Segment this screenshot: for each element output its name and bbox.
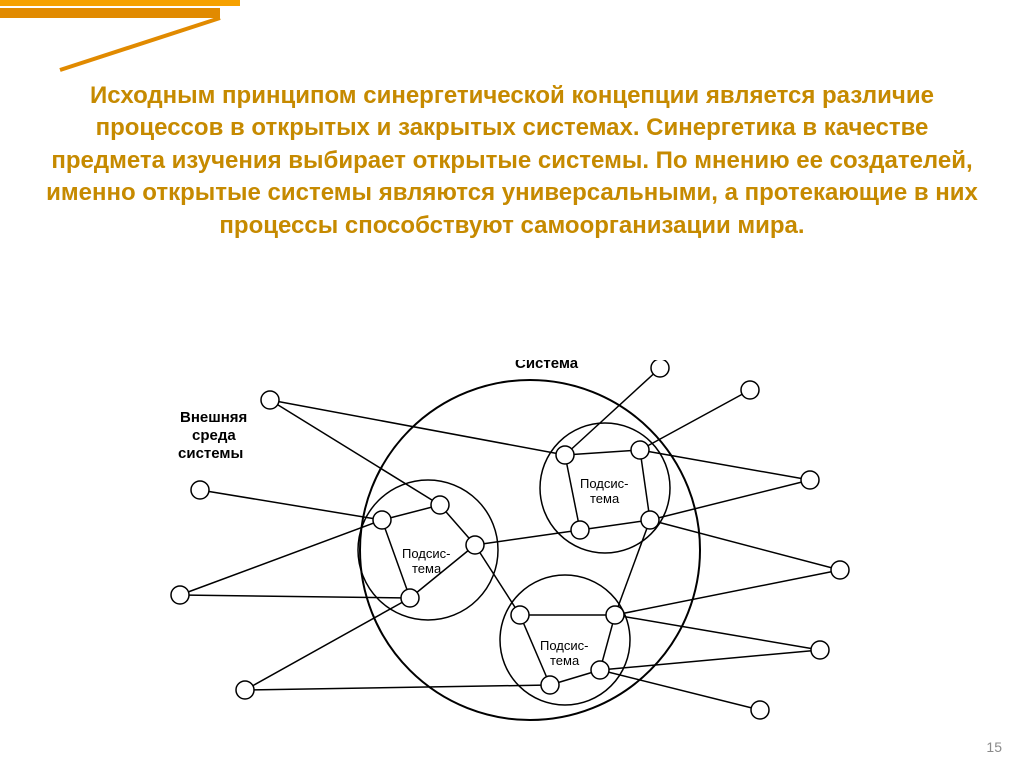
diagram-label: Подсис- [402,546,450,561]
diagram-edge [615,520,650,615]
diagram-edge [640,390,750,450]
diagram-node [641,511,659,529]
diagram-node [591,661,609,679]
diagram-edge [200,490,382,520]
diagram-label: тема [550,653,580,668]
diagram-node [373,511,391,529]
diagram-node [556,446,574,464]
page-number-text: 15 [986,739,1002,755]
diagram-node [831,561,849,579]
diagram-edge [565,455,580,530]
diagram-edge [650,520,840,570]
diagram-label: тема [590,491,620,506]
diagram-node [236,681,254,699]
diagram-edge [180,520,382,595]
diagram-node [541,676,559,694]
diagram-node [741,381,759,399]
diagram-edge [565,368,660,455]
diagram-edge [650,480,810,520]
diagram-edge [600,650,820,670]
page-number: 15 [986,739,1002,755]
diagram-label: Внешняя [180,409,247,426]
diagram-edge [640,450,650,520]
diagram-node [511,606,529,624]
diagram-edge [615,615,820,650]
diagram-node [651,360,669,377]
diagram-node [431,496,449,514]
corner-decor [0,0,240,80]
diagram-node [571,521,589,539]
slide-title-text: Исходным принципом синергетической конце… [46,82,978,239]
diagram-node [606,606,624,624]
diagram-node [751,701,769,719]
diagram-edge [245,598,410,690]
diagram-label: системы [178,445,243,462]
diagram-edge [580,520,650,530]
diagram-node [466,536,484,554]
diagram-label: тема [412,561,442,576]
diagram-node [171,586,189,604]
diagram-label: среда [192,427,236,444]
diagram-label: Подсис- [580,476,628,491]
diagram-node [261,391,279,409]
diagram-label: Подсис- [540,638,588,653]
diagram-node [191,481,209,499]
diagram-edge [615,570,840,615]
diagram-node [631,441,649,459]
diagram-label: Система [515,360,579,372]
system-diagram: СистемаВнешняясредасистемыПодсис-темаПод… [120,360,900,730]
diagram-node [801,471,819,489]
diagram-edge [600,670,760,710]
slide-title: Исходным принципом синергетической конце… [40,80,984,242]
diagram-edge [245,685,550,690]
diagram-node [811,641,829,659]
diagram-edge [475,530,580,545]
diagram-edge [565,450,640,455]
diagram-node [401,589,419,607]
